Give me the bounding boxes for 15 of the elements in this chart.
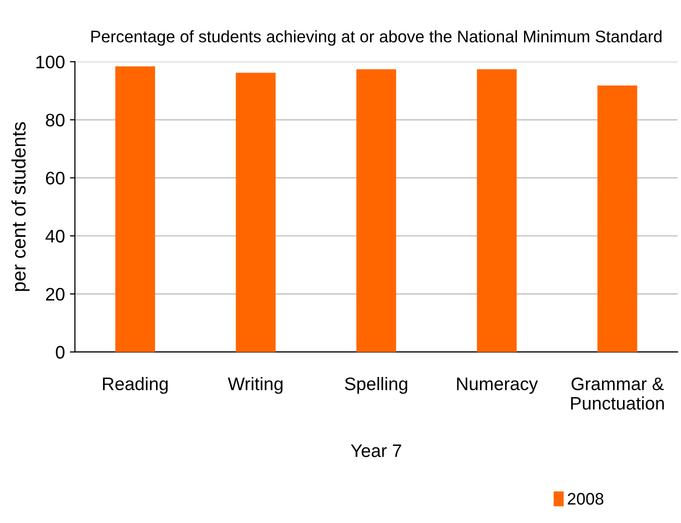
chart-title: Percentage of students achieving at or above the National Minimum Standard bbox=[91, 30, 662, 46]
y-axis-title: per cent of students bbox=[11, 122, 30, 291]
y-tick-label: 60 bbox=[46, 172, 64, 185]
x-axis-title: Year 7 bbox=[350, 444, 402, 458]
x-tick-label: Spelling bbox=[344, 376, 408, 394]
y-tick-label: 100 bbox=[36, 56, 64, 68]
y-tick-label: 0 bbox=[56, 346, 64, 359]
x-tick-label: Writing bbox=[228, 376, 282, 394]
legend-label: 2008 bbox=[568, 492, 604, 505]
x-tick-label: Numeracy bbox=[457, 378, 538, 394]
y-tick-label: 20 bbox=[46, 288, 64, 301]
y-tick-label: 80 bbox=[46, 114, 64, 126]
x-tick-label: Reading bbox=[103, 376, 168, 394]
y-tick-label: 40 bbox=[46, 230, 64, 243]
x-tick-label: Grammar & Punctuation bbox=[571, 377, 664, 410]
